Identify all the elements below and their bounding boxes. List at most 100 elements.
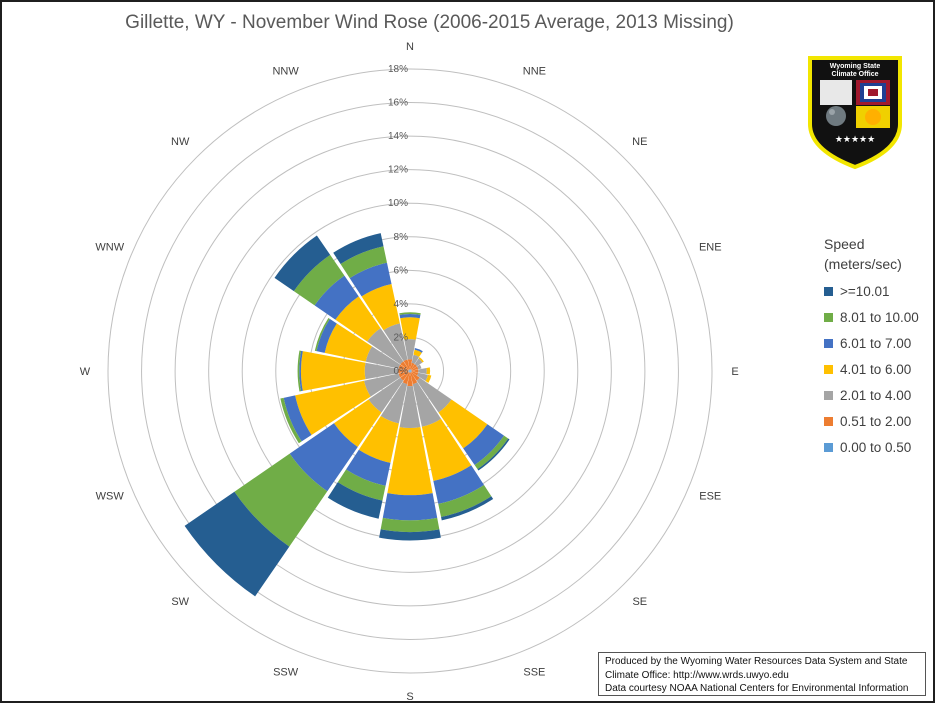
radial-tick-label: 6% xyxy=(394,265,409,276)
wedge-segment-w xyxy=(299,350,303,392)
radial-tick-label: 12% xyxy=(388,165,408,176)
direction-label-w: W xyxy=(80,366,91,378)
radial-tick-label: 18% xyxy=(388,64,408,75)
chart-title: Gillette, WY - November Wind Rose (2006-… xyxy=(125,12,734,33)
wedge-segment-ese xyxy=(417,372,429,382)
wedge-segment-w xyxy=(297,350,302,392)
direction-label-nne: NNE xyxy=(523,66,546,78)
wedge-segment-wnw xyxy=(314,318,330,352)
wedge-segment-ene xyxy=(410,370,412,371)
wedge-segment-ne xyxy=(414,358,423,367)
wedge-segment-s xyxy=(407,372,413,387)
wedge-segment-sw xyxy=(184,491,290,597)
wedge-segment-ssw xyxy=(409,371,410,373)
direction-label-wsw: WSW xyxy=(96,490,125,502)
direction-label-e: E xyxy=(731,366,738,378)
credits-line1: Produced by the Wyoming Water Resources … xyxy=(605,656,908,667)
wedge-segment-nnw xyxy=(403,359,410,370)
wedge-segment-sse xyxy=(412,382,442,427)
legend-swatch xyxy=(824,364,833,374)
wedge-segment-wsw xyxy=(364,373,401,397)
wedge-segment-s xyxy=(399,385,421,429)
wedge-segment-nw xyxy=(408,369,410,371)
radial-tick-label: 16% xyxy=(388,98,408,109)
wedge-segment-se xyxy=(438,399,488,449)
wedge-segment-ssw xyxy=(402,372,410,385)
wedge-segment-wnw xyxy=(365,346,401,369)
wedge-segment-sse xyxy=(421,418,472,481)
wedge-segment-ssw xyxy=(358,416,399,463)
wedge-segment-ssw xyxy=(346,449,391,486)
radial-tick-label: 14% xyxy=(388,131,408,142)
legend: Speed (meters/sec) >=10.01 8.01 to 10.00 6… xyxy=(824,234,919,460)
wedge-segment-nnw xyxy=(409,369,410,371)
grid-ring xyxy=(107,68,713,674)
direction-label-n: N xyxy=(406,41,414,53)
wedge-segment-ssw xyxy=(380,382,408,424)
legend-title-line2: (meters/sec) xyxy=(824,256,902,272)
wedge-segment-wsw xyxy=(295,380,371,435)
legend-item: 0.00 to 0.50 xyxy=(824,434,919,460)
radial-tick-label: 0% xyxy=(394,366,409,377)
legend-swatch xyxy=(824,390,833,400)
wedge-segment-nne xyxy=(410,369,411,371)
wedge-segment-sw xyxy=(400,371,410,381)
wedge-segment-w xyxy=(364,362,399,380)
wedge-segment-n xyxy=(407,359,413,370)
wedge-segment-wsw xyxy=(280,397,302,444)
wedge-segment-nnw xyxy=(340,246,387,279)
grid-ring xyxy=(174,135,646,607)
legend-swatch xyxy=(824,416,833,426)
wedge-segment-nw xyxy=(274,235,331,292)
wedge-segment-ssw xyxy=(327,482,383,519)
wedge-segment-sse xyxy=(438,484,492,518)
wedge-segment-sse xyxy=(410,372,418,385)
wedge-segment-s xyxy=(379,529,441,541)
direction-label-ne: NE xyxy=(632,136,647,148)
legend-swatch xyxy=(824,442,833,452)
wedge-segment-wnw xyxy=(408,370,410,371)
legend-item: 2.01 to 4.00 xyxy=(824,382,919,408)
wedge-segment-wnw xyxy=(398,364,409,371)
wedge-segment-wsw xyxy=(398,371,409,378)
legend-swatch xyxy=(824,286,833,296)
wedge-segment-e xyxy=(410,370,412,372)
direction-label-ene: ENE xyxy=(699,242,722,254)
wedge-segment-sse xyxy=(441,496,494,521)
wedge-segment-n xyxy=(399,312,421,315)
wedge-segment-nw xyxy=(314,275,359,320)
direction-label-ese: ESE xyxy=(699,490,721,502)
wedge-segment-nw xyxy=(367,328,404,365)
legend-swatch xyxy=(824,338,833,348)
wedge-segment-w xyxy=(398,368,409,374)
wedge-segment-n xyxy=(400,317,420,340)
wedge-segment-nne xyxy=(410,362,415,370)
wedge-segment-se xyxy=(416,377,452,413)
legend-item: 6.01 to 7.00 xyxy=(824,330,919,356)
wedge-segment-sw xyxy=(408,371,410,373)
grid-ring xyxy=(208,169,612,573)
wedge-segment-s xyxy=(382,493,438,521)
wedge-segment-nne xyxy=(413,349,422,357)
wedge-segment-ese xyxy=(411,371,419,376)
wedge-segment-ese xyxy=(410,371,412,372)
legend-label: 0.51 to 2.00 xyxy=(840,413,912,429)
wedge-segment-wsw xyxy=(408,371,410,372)
wedge-segment-wsw xyxy=(283,395,312,442)
wedge-segment-nw xyxy=(400,361,410,371)
wedge-segment-ne xyxy=(410,369,412,371)
wedge-segment-n xyxy=(399,313,421,319)
credits-line3: Data courtesy NOAA National Centers for … xyxy=(605,683,909,694)
wedge-segment-ese xyxy=(425,374,432,383)
wedge-segment-nnw xyxy=(349,262,392,297)
wedge-segment-sse xyxy=(433,465,485,504)
credits-box: Produced by the Wyoming Water Resources … xyxy=(598,652,926,696)
wedge-segment-nne xyxy=(414,348,423,353)
direction-label-wnw: WNW xyxy=(95,242,124,254)
wedge-segment-ene xyxy=(411,366,419,371)
legend-item: >=10.01 xyxy=(824,278,919,304)
logo-text-line1: Wyoming State xyxy=(830,63,881,70)
wedge-segment-e xyxy=(411,369,419,373)
